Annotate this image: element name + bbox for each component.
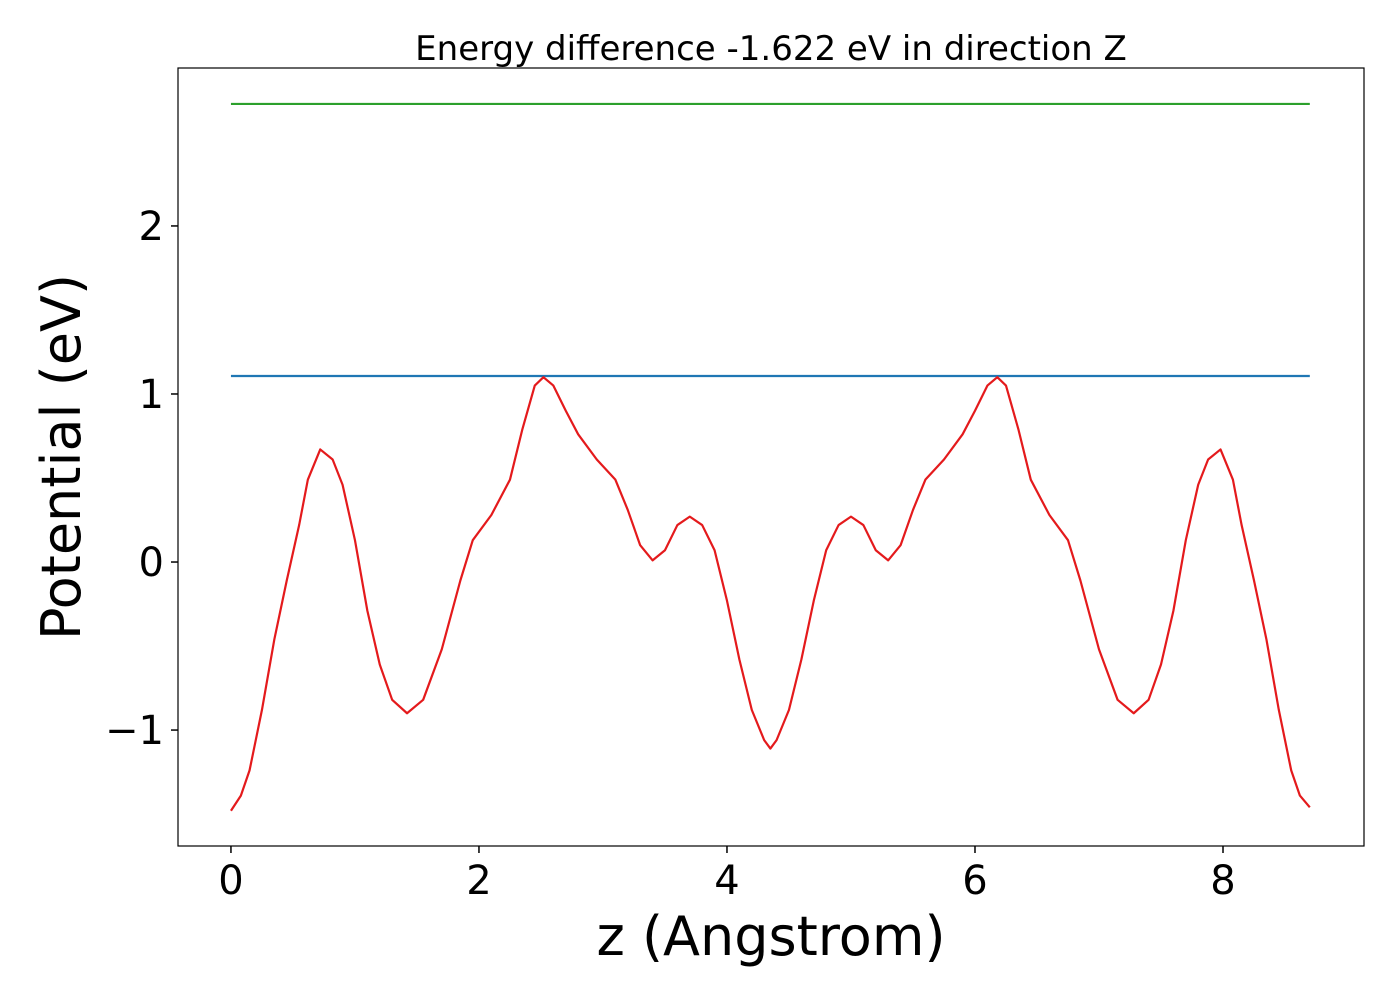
y-tick-label: −1 [105, 708, 164, 754]
x-tick-label: 6 [962, 858, 987, 904]
y-tick-label: 2 [139, 204, 164, 250]
plot-frame [177, 67, 1365, 847]
x-axis-label: z (Angstrom) [596, 905, 945, 968]
chart-title: Energy difference -1.622 eV in direction… [415, 29, 1127, 69]
x-tick-label: 8 [1210, 858, 1235, 904]
data-line [230, 376, 1311, 812]
y-axis-label: Potential (eV) [30, 274, 93, 640]
y-tick-label: 0 [139, 540, 164, 586]
y-tick-label: 1 [139, 372, 164, 418]
x-tick-label: 4 [714, 858, 739, 904]
x-tick-label: 0 [218, 858, 243, 904]
x-tick-label: 2 [466, 858, 491, 904]
